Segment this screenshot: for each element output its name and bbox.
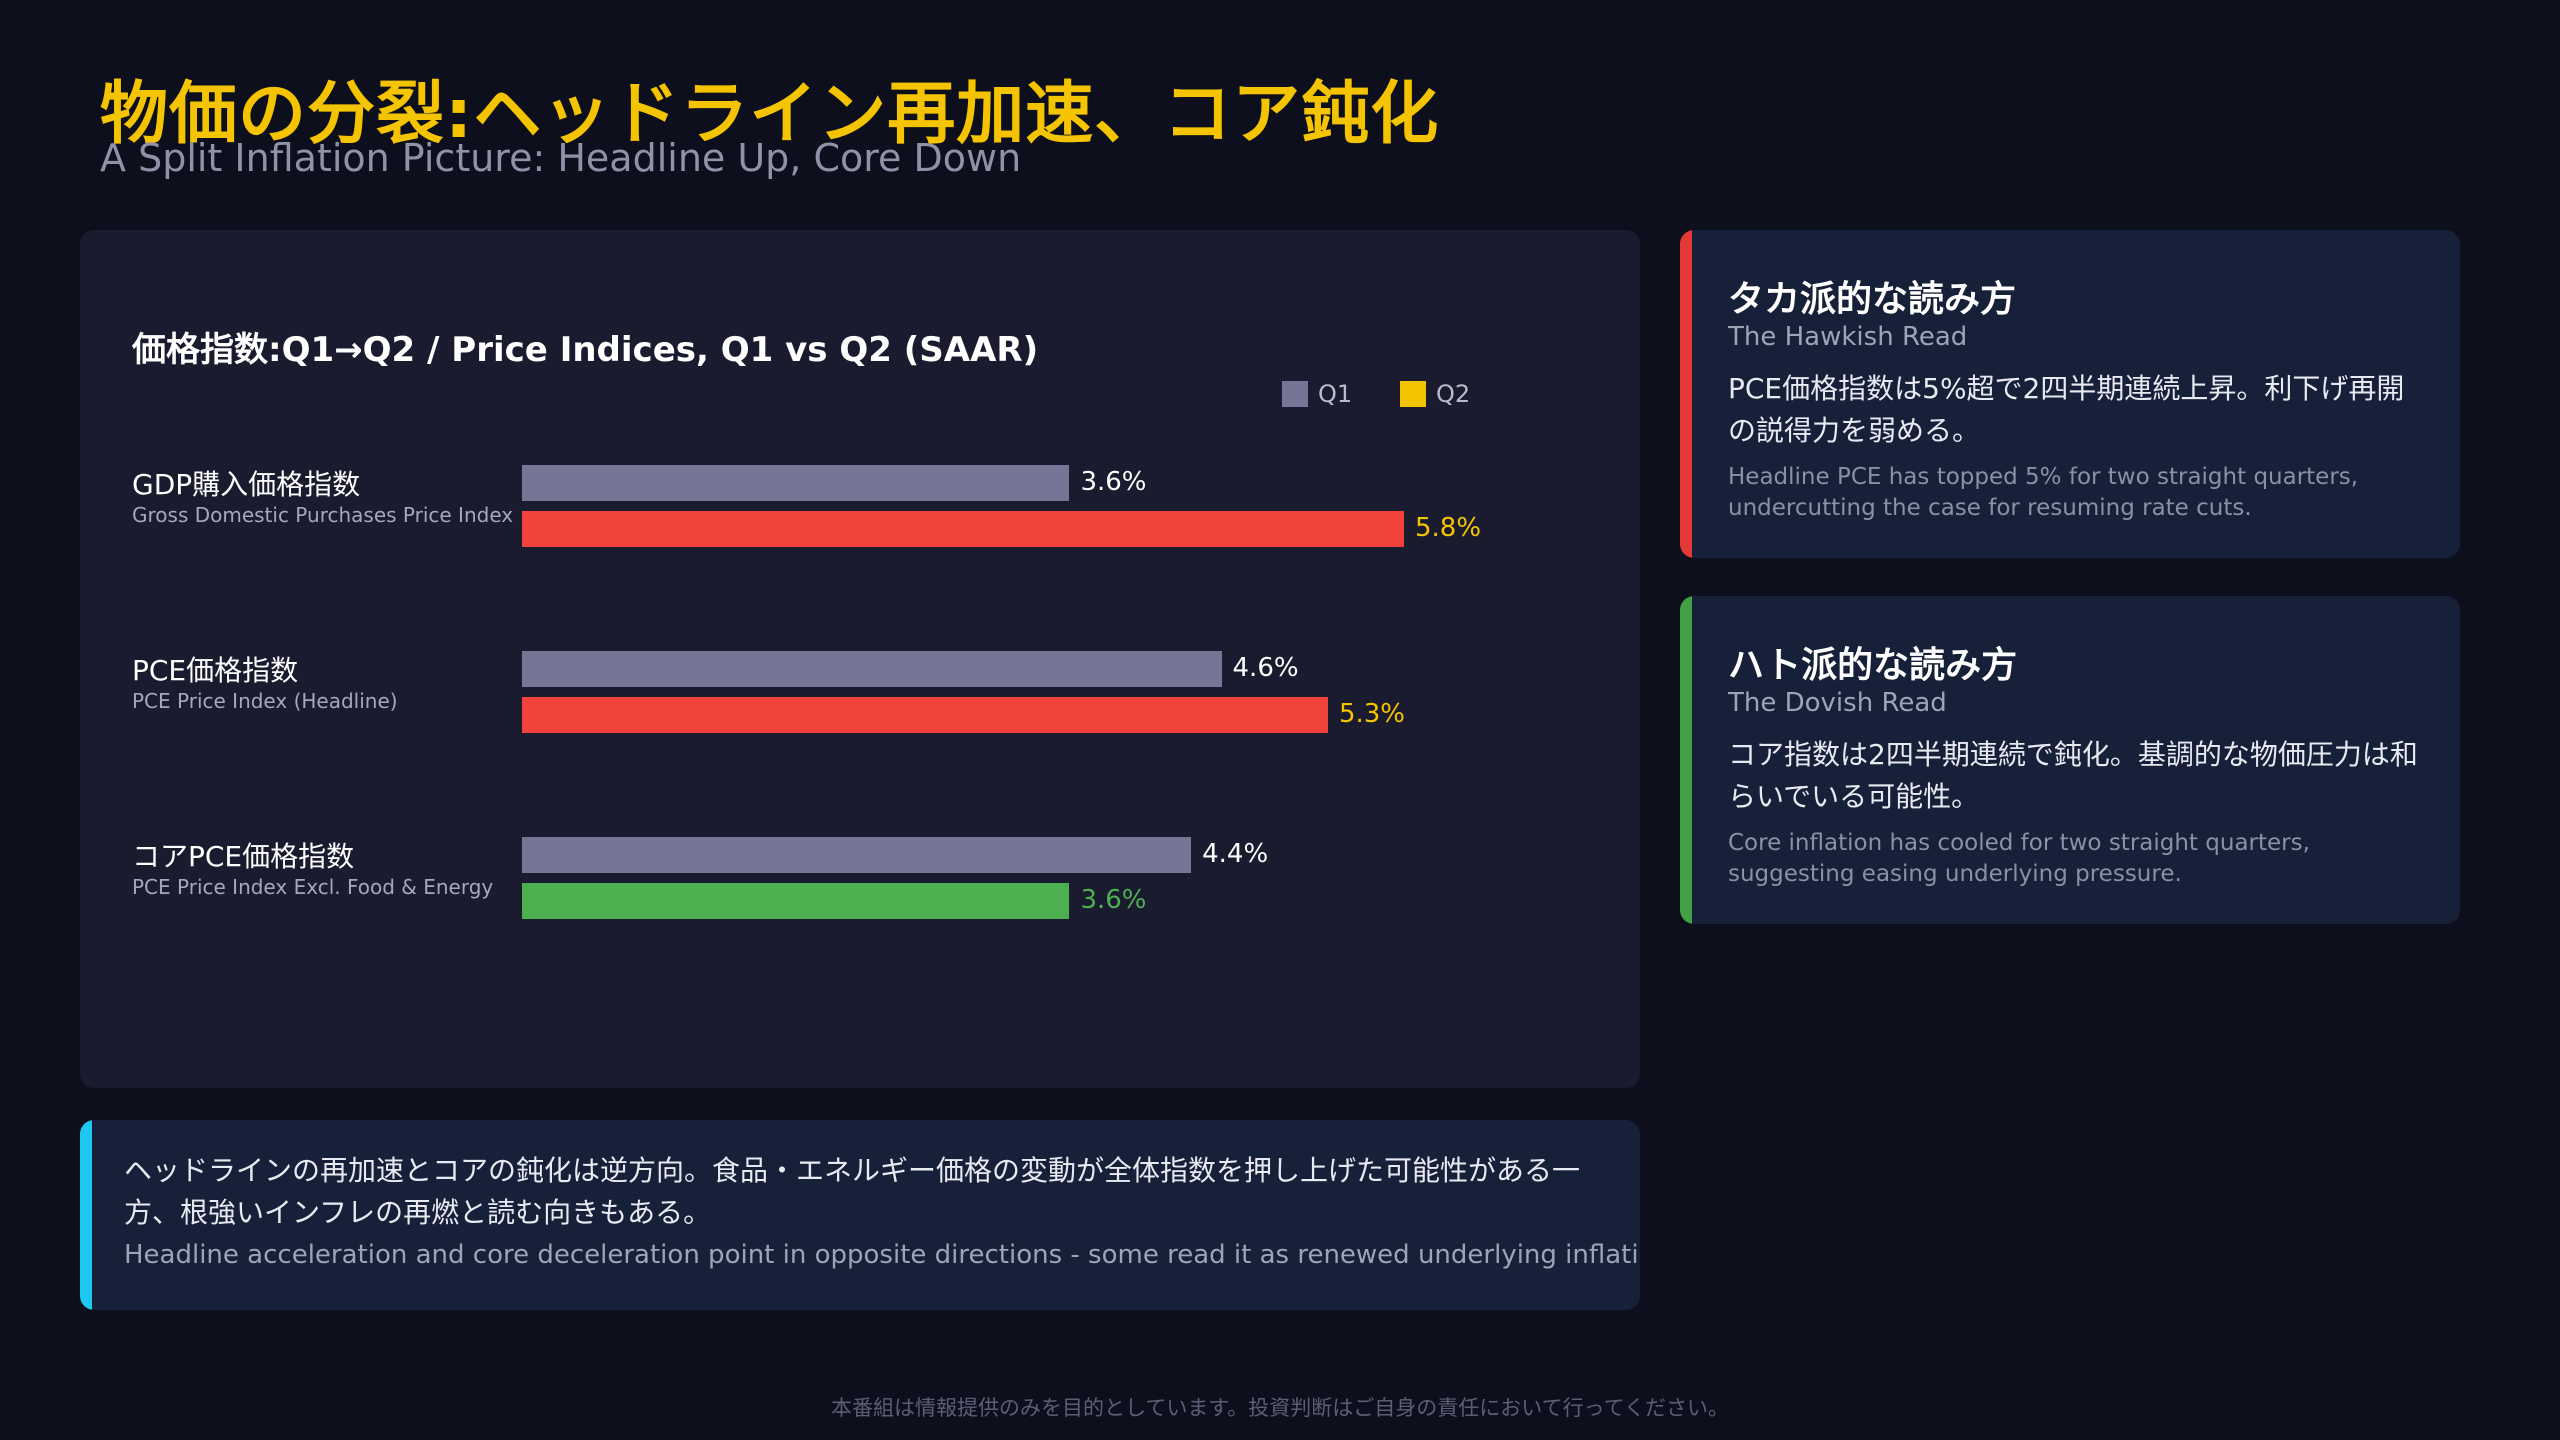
card-body: PCE価格指数は5%超で2四半期連続上昇。利下げ再開の説得力を弱める。 (1728, 372, 2405, 447)
legend-item-q1: Q1 (1282, 380, 1352, 408)
disclaimer: 本番組は情報提供のみを目的としています。投資判断はご自身の責任において行ってくだ… (831, 1396, 1729, 1420)
legend-label-q1: Q1 (1318, 380, 1353, 408)
card-subtitle: The Dovish Read (1728, 688, 1947, 718)
card-body: コア指数は2四半期連続で鈍化。基調的な物価圧力は和らいでいる可能性。 (1728, 738, 2418, 813)
data-label-q2-2: 3.6% (1080, 885, 1147, 915)
data-label-q1-2: 4.4% (1202, 839, 1269, 869)
card-title: タカ派的な読み方 (1728, 279, 2017, 320)
card-body-english: Headline PCE has topped 5% for two strai… (1728, 464, 2359, 521)
chart-panel: 価格指数:Q1→Q2 / Price Indices, Q1 vs Q2 (SA… (80, 230, 1640, 1088)
legend-swatch-q2 (1400, 381, 1426, 407)
note-japanese: ヘッドラインの再加速とコアの鈍化は逆方向。食品・エネルギー価格の変動が全体指数を… (124, 1154, 1581, 1229)
note-english: Headline acceleration and core decelerat… (124, 1240, 1640, 1270)
legend-label-q2: Q2 (1436, 380, 1471, 408)
legend-swatch-q1 (1282, 381, 1308, 407)
category-label: PCE価格指数 (132, 654, 299, 687)
page-subtitle: A Split Inflation Picture: Headline Up, … (100, 136, 1022, 180)
card-subtitle: The Hawkish Read (1728, 322, 1968, 352)
bar-q2-2 (522, 883, 1070, 919)
card-accent-bar (1680, 230, 1692, 558)
category-sublabel: Gross Domestic Purchases Price Index (132, 503, 514, 527)
data-label-q1-0: 3.6% (1080, 467, 1147, 497)
note-accent-bar (80, 1120, 92, 1310)
summary-note: ヘッドラインの再加速とコアの鈍化は逆方向。食品・エネルギー価格の変動が全体指数を… (80, 1120, 1640, 1310)
data-label-q2-1: 5.3% (1338, 699, 1406, 729)
data-label-q1-1: 4.6% (1232, 653, 1299, 683)
legend-item-q2: Q2 (1400, 380, 1470, 408)
data-label-q2-0: 5.8% (1415, 513, 1482, 543)
page-title: 物価の分裂:ヘッドライン再加速、コア鈍化 (100, 75, 1440, 154)
hawkish-read-card: タカ派的な読み方 The Hawkish Read PCE価格指数は5%超で2四… (1680, 230, 2460, 558)
dovish-read-card: ハト派的な読み方 The Dovish Read コア指数は2四半期連続で鈍化。… (1680, 596, 2460, 924)
bar-q1-1 (522, 651, 1222, 687)
category-sublabel: PCE Price Index (Headline) (132, 689, 398, 713)
bar-q1-0 (522, 465, 1070, 501)
category-label: コアPCE価格指数 (132, 840, 355, 873)
bar-q1-2 (522, 837, 1192, 873)
chart-title: 価格指数:Q1→Q2 / Price Indices, Q1 vs Q2 (SA… (132, 330, 1039, 370)
bar-q2-0 (522, 511, 1404, 547)
category-sublabel: PCE Price Index Excl. Food & Energy (132, 875, 494, 899)
card-title: ハト派的な読み方 (1728, 645, 2018, 686)
card-accent-bar (1680, 596, 1692, 924)
card-body-english: Core inflation has cooled for two straig… (1728, 830, 2310, 887)
bar-q2-1 (522, 697, 1328, 733)
category-label: GDP購入価格指数 (132, 468, 361, 501)
